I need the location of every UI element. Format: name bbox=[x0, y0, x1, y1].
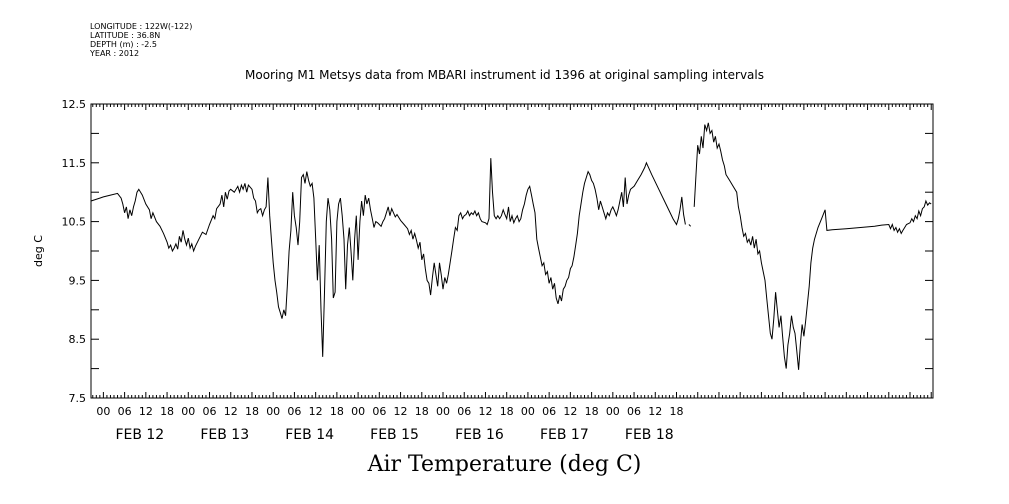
x-day-label: FEB 14 bbox=[285, 427, 334, 443]
x-tick-label: 12 bbox=[478, 405, 492, 418]
plot-frame bbox=[90, 103, 934, 399]
x-tick-label: 18 bbox=[670, 405, 684, 418]
meta-latitude: LATITUDE : 36.8N bbox=[90, 31, 161, 40]
x-tick-label: 18 bbox=[500, 405, 514, 418]
x-tick-label: 06 bbox=[203, 405, 217, 418]
series-line bbox=[693, 122, 932, 370]
x-tick-label: 12 bbox=[394, 405, 408, 418]
y-axis-label: deg C bbox=[32, 235, 45, 267]
y-tick-label: 8.5 bbox=[69, 333, 87, 346]
meta-depth: DEPTH (m) : -2.5 bbox=[90, 40, 157, 49]
series-line bbox=[90, 158, 686, 357]
y-tick-label: 7.5 bbox=[69, 392, 87, 405]
x-tick-label: 18 bbox=[160, 405, 174, 418]
x-tick-label: 18 bbox=[415, 405, 429, 418]
x-tick-label: 12 bbox=[139, 405, 153, 418]
x-tick-label: 06 bbox=[118, 405, 132, 418]
y-tick-label: 9.5 bbox=[69, 274, 87, 287]
x-axis-title: Air Temperature (deg C) bbox=[367, 452, 642, 477]
x-day-label: FEB 17 bbox=[540, 427, 589, 443]
series-line bbox=[688, 224, 692, 227]
x-day-label: FEB 18 bbox=[625, 427, 674, 443]
y-tick-label: 12.5 bbox=[62, 98, 87, 111]
x-tick-label: 00 bbox=[436, 405, 450, 418]
x-tick-label: 06 bbox=[627, 405, 641, 418]
x-tick-label: 00 bbox=[96, 405, 110, 418]
x-tick-label: 00 bbox=[181, 405, 195, 418]
x-tick-label: 06 bbox=[372, 405, 386, 418]
x-day-label: FEB 16 bbox=[455, 427, 504, 443]
x-tick-label: 12 bbox=[563, 405, 577, 418]
x-tick-label: 06 bbox=[287, 405, 301, 418]
x-tick-label: 06 bbox=[542, 405, 556, 418]
x-tick-label: 12 bbox=[224, 405, 238, 418]
x-tick-label: 12 bbox=[309, 405, 323, 418]
x-tick-label: 00 bbox=[521, 405, 535, 418]
x-tick-label: 00 bbox=[266, 405, 280, 418]
x-tick-label: 00 bbox=[351, 405, 365, 418]
x-tick-label: 18 bbox=[245, 405, 259, 418]
x-tick-label: 18 bbox=[585, 405, 599, 418]
x-tick-label: 18 bbox=[330, 405, 344, 418]
chart-title: Mooring M1 Metsys data from MBARI instru… bbox=[245, 68, 764, 82]
x-tick-label: 12 bbox=[648, 405, 662, 418]
meta-year: YEAR : 2012 bbox=[90, 49, 140, 58]
x-tick-label: 06 bbox=[457, 405, 471, 418]
meta-longitude: LONGITUDE : 122W(-122) bbox=[90, 22, 193, 31]
x-tick-label: 00 bbox=[606, 405, 620, 418]
x-day-label: FEB 13 bbox=[200, 427, 249, 443]
x-day-label: FEB 15 bbox=[370, 427, 419, 443]
y-tick-label: 10.5 bbox=[62, 216, 87, 229]
y-tick-label: 11.5 bbox=[62, 157, 87, 170]
x-day-label: FEB 12 bbox=[115, 427, 164, 443]
